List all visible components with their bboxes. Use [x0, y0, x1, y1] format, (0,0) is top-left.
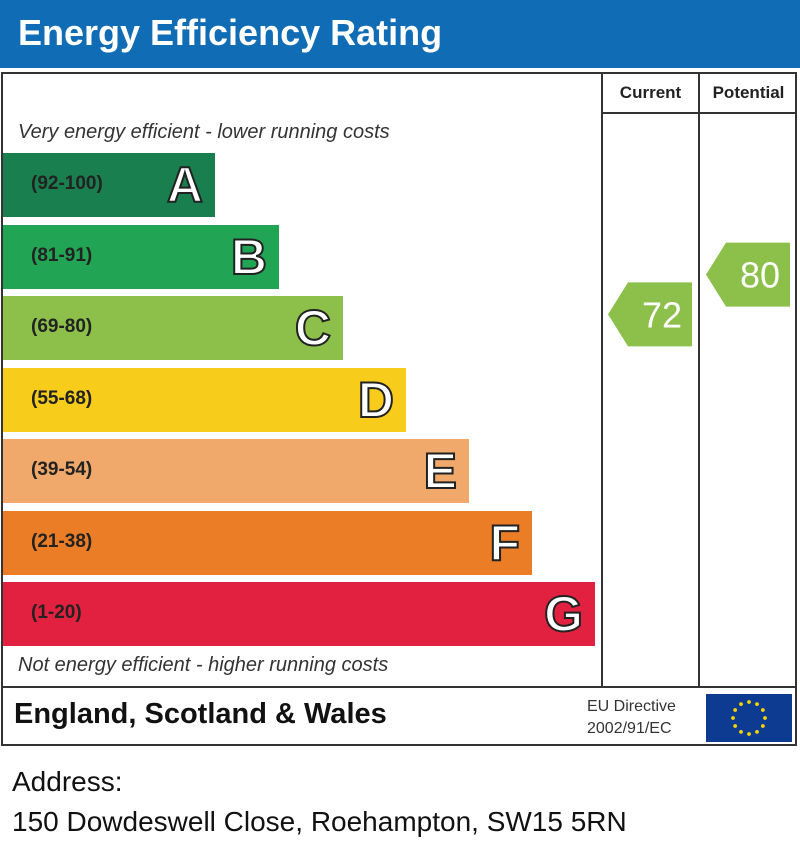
band-letter: G	[543, 585, 584, 643]
eu-star-icon	[739, 729, 743, 734]
band-range-label: (92-100)	[31, 173, 103, 194]
eu-star-icon	[755, 702, 759, 707]
band-range-label: (21-38)	[31, 530, 93, 552]
eu-star-icon	[733, 724, 738, 728]
band-e: (39-54) E	[3, 439, 469, 503]
top-efficiency-note: Very energy efficient - lower running co…	[18, 121, 390, 143]
band-letter: F	[488, 514, 521, 572]
chart-frame	[1, 72, 797, 746]
band-letter: B	[230, 228, 268, 286]
column-header-divider	[601, 112, 797, 114]
eu-star-icon	[760, 724, 765, 728]
current-rating-indicator-shape	[608, 282, 692, 347]
eu-star-icon	[747, 732, 751, 736]
eu-star-icon	[731, 716, 735, 720]
address-value: 150 Dowdeswell Close, Roehampton, SW15 5…	[12, 806, 627, 837]
eu-star-icon	[760, 708, 765, 712]
current-column-divider	[601, 72, 603, 686]
region-label: England, Scotland & Wales	[14, 698, 387, 730]
band-range-label: (1-20)	[31, 602, 82, 623]
potential-rating-indicator: 80	[706, 242, 790, 307]
eu-directive-line2: 2002/91/EC	[587, 720, 672, 737]
address-label: Address:	[12, 766, 123, 797]
band-f: (21-38) F	[3, 510, 532, 575]
potential-column-divider	[698, 72, 700, 686]
page-title: Energy Efficiency Rating	[18, 12, 443, 53]
current-rating-indicator-value: 72	[642, 294, 682, 335]
footer-divider	[1, 686, 797, 688]
band-letter: D	[357, 371, 395, 429]
band-letter: C	[294, 299, 332, 357]
eu-star-icon	[733, 708, 738, 712]
eu-directive-line1: EU Directive	[587, 698, 676, 715]
eu-star-icon	[763, 716, 767, 720]
header-bar: Energy Efficiency Rating	[0, 0, 800, 68]
potential-column-header: Potential	[712, 83, 785, 102]
eu-flag-icon	[706, 694, 792, 742]
eu-star-icon	[755, 729, 759, 734]
potential-rating-indicator-shape	[706, 242, 790, 307]
band-g: (1-20) G	[3, 582, 595, 646]
band-letter: A	[166, 156, 204, 214]
current-column-header: Current	[619, 83, 682, 102]
eu-directive-text: EU Directive 2002/91/EC	[587, 696, 676, 740]
band-c: (69-80) C	[3, 296, 343, 360]
band-d: (55-68) D	[3, 367, 406, 432]
band-b: (81-91) B	[3, 224, 279, 289]
eu-star-icon	[747, 700, 751, 704]
potential-rating-indicator-value: 80	[740, 255, 780, 296]
band-letter: E	[423, 442, 458, 500]
band-range-label: (55-68)	[31, 387, 93, 409]
band-range-label: (39-54)	[31, 459, 93, 480]
bottom-efficiency-note: Not energy efficient - higher running co…	[18, 654, 389, 676]
current-rating-indicator: 72	[608, 282, 692, 347]
eu-star-icon	[739, 702, 743, 707]
band-range-label: (69-80)	[31, 316, 93, 337]
band-a: (92-100) A	[3, 153, 215, 217]
band-range-label: (81-91)	[31, 244, 93, 266]
